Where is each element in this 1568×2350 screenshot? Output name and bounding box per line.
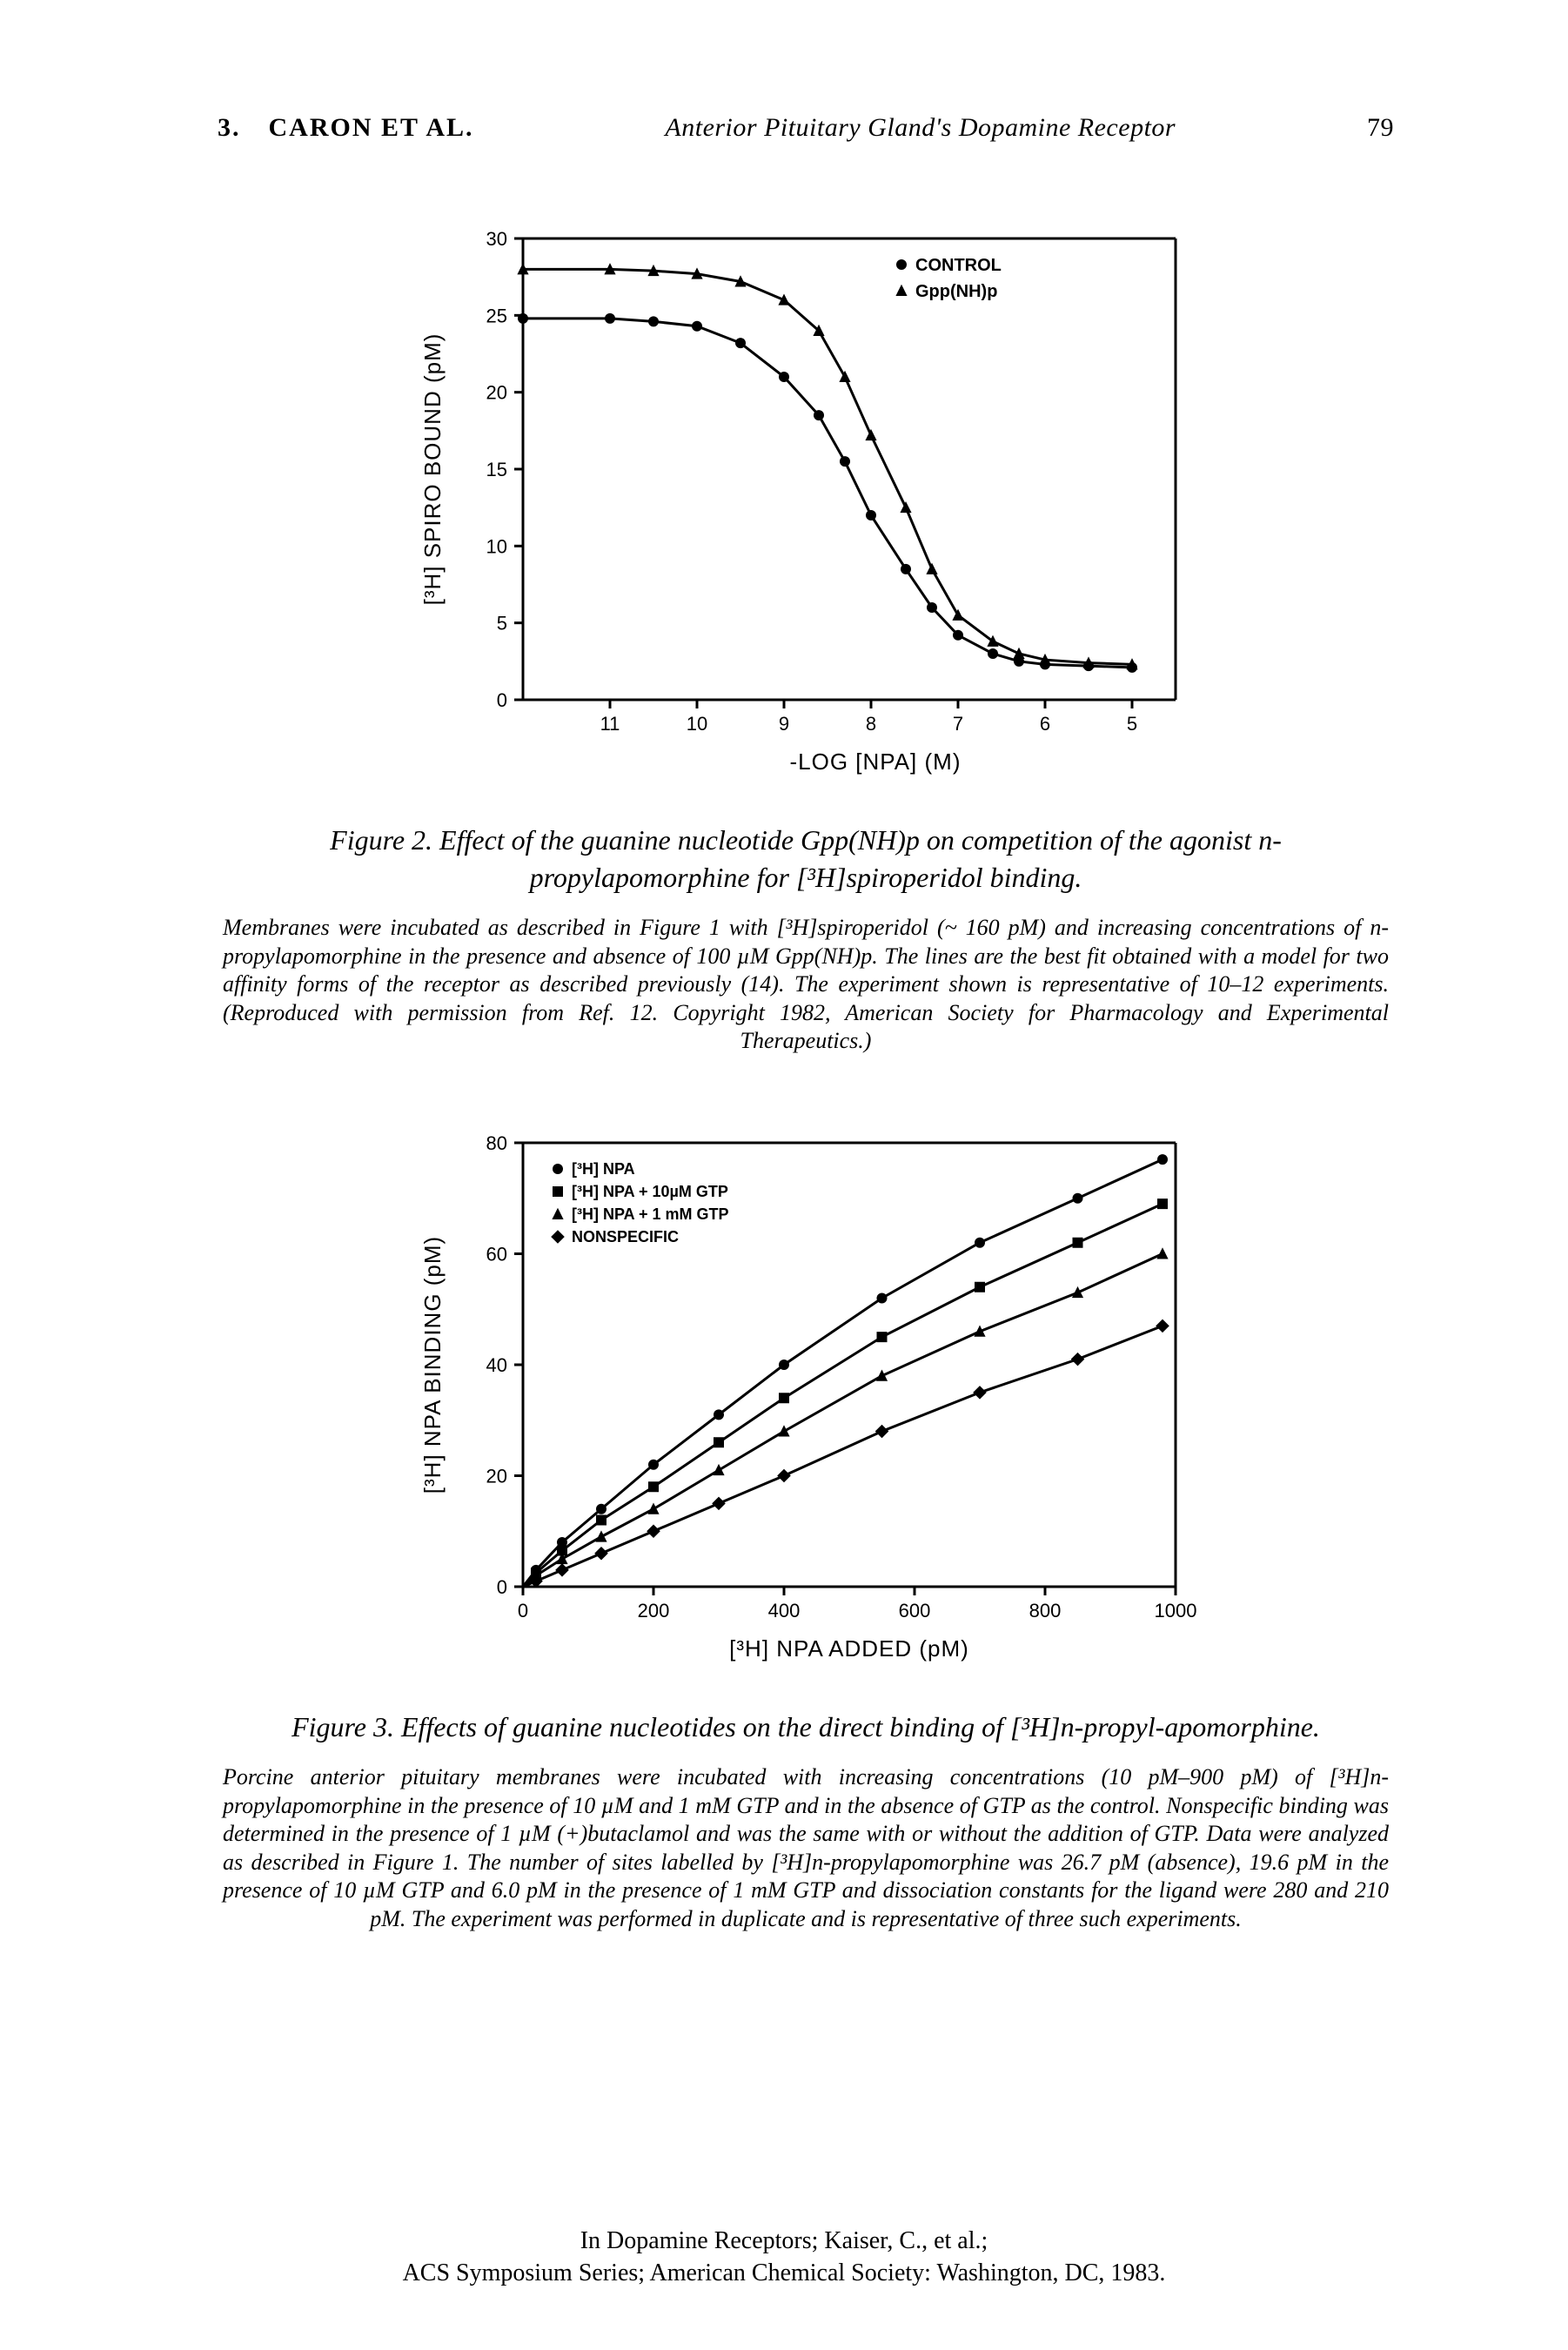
- svg-text:7: 7: [953, 713, 963, 735]
- svg-text:[³H] NPA BINDING (pM): [³H] NPA BINDING (pM): [419, 1236, 446, 1494]
- svg-text:15: 15: [486, 459, 507, 480]
- header-left: 3. CARON ET AL.: [218, 113, 474, 143]
- svg-text:[³H] NPA ADDED (pM): [³H] NPA ADDED (pM): [729, 1635, 969, 1662]
- svg-text:[³H] NPA: [³H] NPA: [572, 1160, 635, 1178]
- svg-text:-LOG [NPA] (M): -LOG [NPA] (M): [790, 749, 962, 775]
- svg-text:25: 25: [486, 305, 507, 326]
- svg-text:20: 20: [486, 1465, 507, 1487]
- svg-text:5: 5: [1127, 713, 1137, 735]
- footer-line-1: In Dopamine Receptors; Kaiser, C., et al…: [0, 2226, 1568, 2257]
- running-title: Anterior Pituitary Gland's Dopamine Rece…: [665, 113, 1176, 143]
- figure-3-caption: Porcine anterior pituitary membranes wer…: [223, 1763, 1389, 1933]
- svg-text:40: 40: [486, 1354, 507, 1376]
- svg-text:60: 60: [486, 1243, 507, 1265]
- svg-text:Gpp(NH)p: Gpp(NH)p: [915, 282, 997, 301]
- svg-text:400: 400: [768, 1600, 801, 1622]
- svg-text:11: 11: [600, 713, 620, 735]
- svg-text:NONSPECIFIC: NONSPECIFIC: [572, 1228, 679, 1246]
- figure-3-title: Figure 3. Effects of guanine nucleotides…: [240, 1709, 1371, 1746]
- svg-text:20: 20: [486, 382, 507, 404]
- figure-2-chart: 0 5 10 15 20 25 30 11 10 9 8 7 6 5 -LOG [NPA] (M) [³H] …: [401, 212, 1210, 787]
- footer: In Dopamine Receptors; Kaiser, C., et al…: [0, 2226, 1568, 2289]
- svg-text:30: 30: [486, 228, 507, 250]
- figure-3: 02040608002004006008001000[³H] NPA ADDED…: [218, 1117, 1394, 1933]
- svg-text:600: 600: [899, 1600, 931, 1622]
- svg-text:CONTROL: CONTROL: [915, 256, 1002, 275]
- svg-text:8: 8: [866, 713, 876, 735]
- figure-2: 0 5 10 15 20 25 30 11 10 9 8 7 6 5 -LOG [NPA] (M) [³H] …: [218, 212, 1394, 1056]
- svg-text:0: 0: [497, 689, 507, 711]
- svg-text:10: 10: [486, 535, 507, 557]
- chapter-number: 3.: [218, 113, 241, 142]
- page: 3. CARON ET AL. Anterior Pituitary Gland…: [0, 0, 1568, 2350]
- svg-text:5: 5: [497, 613, 507, 634]
- svg-text:200: 200: [638, 1600, 670, 1622]
- svg-text:9: 9: [779, 713, 789, 735]
- figure-2-title: Figure 2. Effect of the guanine nucleoti…: [240, 822, 1371, 896]
- footer-line-2: ACS Symposium Series; American Chemical …: [0, 2258, 1568, 2289]
- svg-text:1000: 1000: [1155, 1600, 1197, 1622]
- authors: CARON ET AL.: [269, 113, 474, 142]
- figure-2-caption: Membranes were incubated as described in…: [223, 914, 1389, 1056]
- svg-text:80: 80: [486, 1132, 507, 1154]
- svg-text:0: 0: [518, 1600, 528, 1622]
- svg-text:6: 6: [1040, 713, 1050, 735]
- running-header: 3. CARON ET AL. Anterior Pituitary Gland…: [218, 113, 1394, 143]
- svg-text:[³H] SPIRO BOUND (pM): [³H] SPIRO BOUND (pM): [419, 333, 446, 606]
- svg-text:[³H] NPA + 1 mM GTP: [³H] NPA + 1 mM GTP: [572, 1205, 729, 1223]
- svg-text:0: 0: [497, 1576, 507, 1598]
- figure-3-chart: 02040608002004006008001000[³H] NPA ADDED…: [401, 1117, 1210, 1674]
- page-number: 79: [1367, 113, 1394, 143]
- svg-text:[³H] NPA + 10µM GTP: [³H] NPA + 10µM GTP: [572, 1183, 728, 1200]
- svg-text:800: 800: [1029, 1600, 1062, 1622]
- svg-text:10: 10: [687, 713, 707, 735]
